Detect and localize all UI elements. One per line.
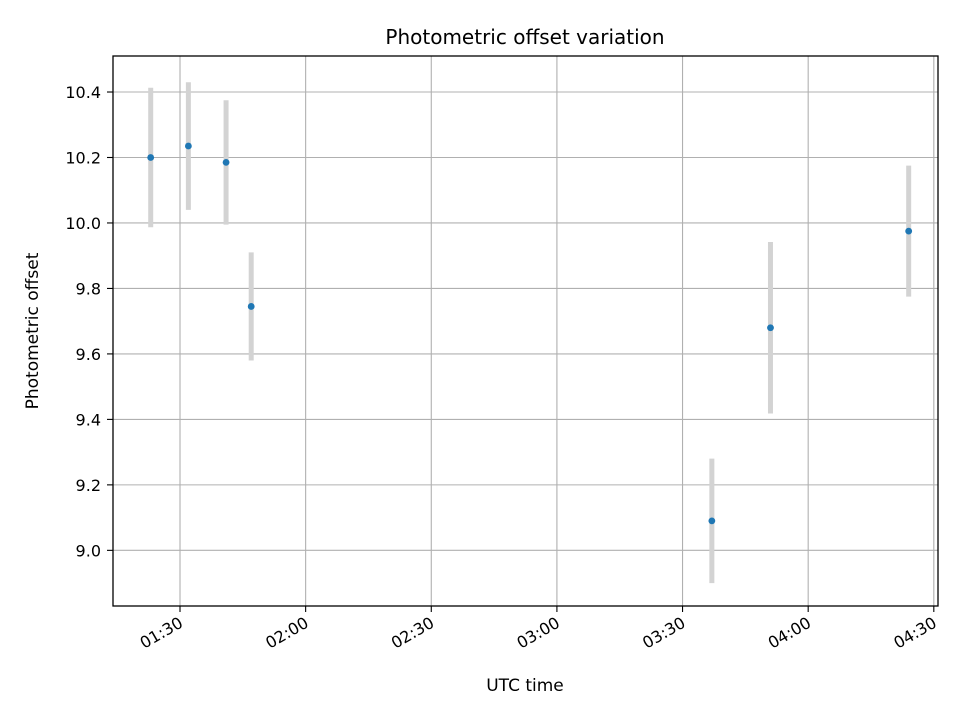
- data-point: [184, 142, 192, 150]
- y-tick-label: 9.0: [76, 541, 101, 560]
- plot-frame: [112, 55, 939, 607]
- data-point: [222, 158, 230, 166]
- y-axis-label: Photometric offset: [23, 252, 43, 409]
- x-tick-label: 03:00: [513, 613, 562, 653]
- y-tick-label: 9.6: [76, 345, 101, 364]
- y-tick-label: 10.4: [65, 83, 101, 102]
- x-tick-label: 04:00: [765, 613, 814, 653]
- data-point: [708, 517, 716, 525]
- x-tick-label: 04:30: [890, 613, 939, 653]
- data-point: [905, 227, 913, 235]
- x-tick-label: 02:30: [388, 613, 437, 653]
- x-tick-label: 03:30: [639, 613, 688, 653]
- grid-lines: [113, 56, 938, 606]
- y-tick-label: 9.8: [76, 279, 101, 298]
- data-point: [247, 303, 255, 310]
- y-tick-label: 9.2: [76, 476, 101, 495]
- y-tick-label: 10.0: [65, 214, 101, 233]
- data-point: [767, 324, 774, 332]
- y-tick-label: 9.4: [76, 410, 101, 429]
- data-points: [147, 142, 913, 525]
- data-point: [147, 154, 155, 161]
- y-tick-label: 10.2: [65, 148, 101, 167]
- chart-title: Photometric offset variation: [385, 25, 664, 49]
- x-axis-label: UTC time: [486, 676, 564, 696]
- x-tick-label: 02:00: [262, 613, 311, 653]
- x-tick-label: 01:30: [137, 613, 186, 653]
